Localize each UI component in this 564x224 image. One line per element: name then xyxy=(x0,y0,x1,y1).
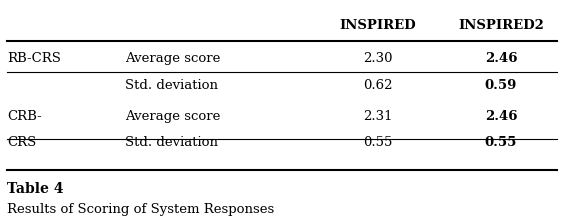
Text: Std. deviation: Std. deviation xyxy=(125,136,218,149)
Text: 0.62: 0.62 xyxy=(363,79,392,92)
Text: INSPIRED2: INSPIRED2 xyxy=(458,19,544,32)
Text: 0.55: 0.55 xyxy=(484,136,517,149)
Text: Table 4: Table 4 xyxy=(7,182,64,196)
Text: 2.46: 2.46 xyxy=(484,52,517,65)
Text: CRB-: CRB- xyxy=(7,110,42,123)
Text: Average score: Average score xyxy=(125,52,220,65)
Text: CRS: CRS xyxy=(7,136,36,149)
Text: Std. deviation: Std. deviation xyxy=(125,79,218,92)
Text: 0.59: 0.59 xyxy=(484,79,517,92)
Text: 2.30: 2.30 xyxy=(363,52,392,65)
Text: INSPIRED: INSPIRED xyxy=(339,19,416,32)
Text: 0.55: 0.55 xyxy=(363,136,392,149)
Text: Average score: Average score xyxy=(125,110,220,123)
Text: 2.46: 2.46 xyxy=(484,110,517,123)
Text: 2.31: 2.31 xyxy=(363,110,392,123)
Text: Results of Scoring of System Responses: Results of Scoring of System Responses xyxy=(7,203,274,216)
Text: RB-CRS: RB-CRS xyxy=(7,52,61,65)
